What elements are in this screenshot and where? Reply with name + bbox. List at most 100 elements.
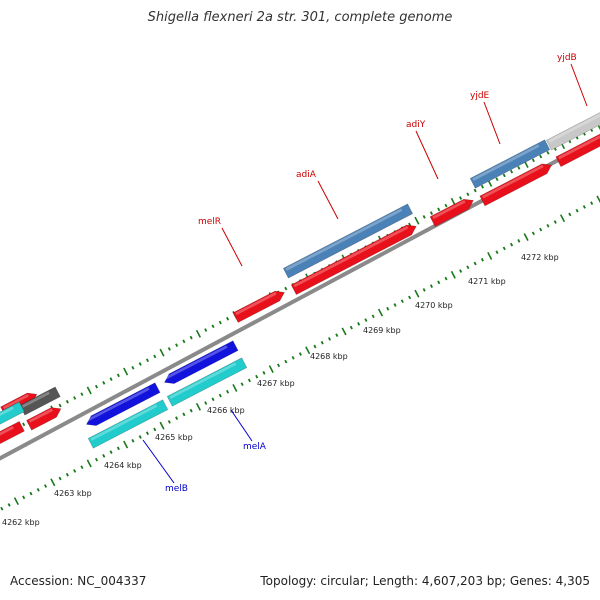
outer-tick [466,192,470,197]
inner-tick [305,346,311,355]
outer-tick [284,286,288,291]
inner-tick [13,497,19,506]
outer-tick [138,362,142,366]
feature-melR-arrow-highlight [235,292,277,316]
gene-leader-line [415,130,439,180]
scale-label: 4263 kbp [54,489,92,498]
inner-tick [341,327,347,336]
inner-tick [575,208,579,213]
inner-tick [523,233,529,242]
outer-tick [422,215,426,219]
feature-yjdB-box-shape [545,107,600,151]
inner-tick [138,435,142,439]
inner-tick [422,288,426,292]
inner-tick [320,340,324,345]
outer-tick [539,154,543,159]
inner-tick [371,314,375,319]
inner-tick [22,495,26,500]
inner-tick [559,214,566,223]
inner-tick [517,239,521,243]
inner-tick [313,344,317,349]
gene-label-melR: melR [198,217,221,227]
gene-label-yjdB: yjdB [557,53,577,63]
scale-label: 4265 kbp [155,433,193,442]
inner-tick [568,212,572,217]
inner-tick [386,306,390,311]
inner-tick [255,374,259,379]
inner-tick [36,487,40,492]
feature-melA-blue-shape [164,340,239,384]
inner-tick [175,416,179,420]
inner-tick [487,252,493,260]
feature-melB-blue-shape [86,382,161,426]
outer-tick [65,399,69,404]
feature-melB-cyan [87,399,169,449]
feature-cyan-edge-highlight [0,406,14,423]
outer-tick [182,339,186,344]
outer-tick [73,396,77,400]
inner-tick [429,284,433,288]
outer-tick [195,329,201,338]
gene-leader-line [230,409,253,442]
feature-yjdE-box [469,139,551,189]
inner-tick [86,459,92,468]
outer-tick [159,348,165,357]
outer-tick [204,328,208,332]
feature-adiA-box-highlight [285,208,403,271]
inner-tick [226,389,230,394]
scale-label: 4264 kbp [104,461,142,470]
inner-tick [291,355,295,360]
feature-melA-cyan-shape [166,357,248,407]
scale-label: 4270 kbp [415,301,453,310]
outer-tick [473,188,477,193]
feature-melB-cyan-shape [87,399,169,449]
gene-leader-line [317,180,339,220]
feature-yjdB-arrow-shape [555,132,600,168]
outer-tick [510,169,514,174]
map-title: Shigella flexneri 2a str. 301, complete … [147,10,453,25]
inner-tick [50,478,56,487]
feature-red-arrow-2-shape [26,407,62,431]
outer-tick [218,320,222,325]
inner-tick [553,220,557,224]
scale-label: 4267 kbp [257,379,295,388]
inner-tick [189,408,193,413]
inner-tick [123,440,129,449]
scale-label: 4271 kbp [468,277,506,286]
inner-tick [539,227,543,232]
feature-adiY-arrow [429,198,474,227]
outer-tick [175,343,179,347]
inner-tick [466,265,470,270]
inner-tick [204,401,208,405]
inner-tick [240,382,244,387]
feature-cyan-edge [0,401,25,431]
inner-tick [495,250,499,255]
gene-label-adiY: adiY [406,120,426,130]
gene-label-melB: melB [165,484,188,494]
inner-tick [94,457,99,462]
feature-yjdE-arrow-shape [479,163,553,207]
outer-tick [495,177,499,182]
feature-yjdE-box-highlight [472,144,540,181]
scale-label: 4268 kbp [310,352,348,361]
outer-tick [226,316,230,321]
outer-tick [167,347,171,351]
outer-tick [546,150,550,155]
outer-tick [480,184,484,189]
inner-tick [58,476,62,481]
gene-label-adiA: adiA [296,170,317,180]
inner-tick [195,402,201,411]
inner-tick [145,431,150,436]
outer-tick [94,384,99,389]
inner-tick [531,231,535,236]
inner-tick [459,269,463,273]
outer-tick [22,422,26,427]
inner-tick [444,276,448,281]
inner-tick [29,491,33,496]
feature-red-arrow-2-highlight [28,408,54,423]
outer-tick [444,203,448,208]
inner-tick [268,365,274,374]
inner-tick [393,303,397,307]
inner-tick [211,397,215,402]
